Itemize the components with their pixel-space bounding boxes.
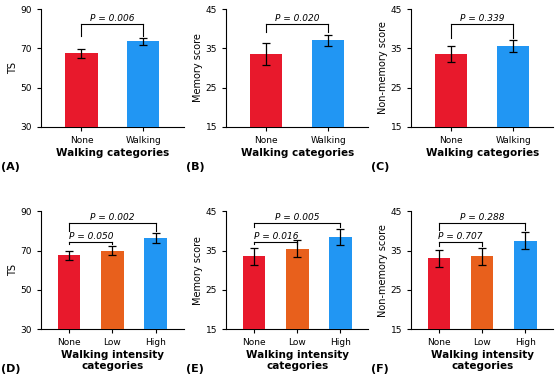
Bar <box>428 258 451 329</box>
Text: P = 0.288: P = 0.288 <box>460 213 505 222</box>
Text: (B): (B) <box>186 162 205 172</box>
Text: P = 0.002: P = 0.002 <box>90 213 135 222</box>
Y-axis label: Non-memory score: Non-memory score <box>378 224 388 316</box>
Text: (C): (C) <box>371 162 390 172</box>
Text: P = 0.005: P = 0.005 <box>275 213 320 222</box>
Bar <box>435 54 467 127</box>
Y-axis label: Memory score: Memory score <box>193 236 203 305</box>
Text: P = 0.020: P = 0.020 <box>275 14 320 23</box>
Bar <box>471 256 494 329</box>
Text: (D): (D) <box>1 364 21 374</box>
Text: (F): (F) <box>371 364 389 374</box>
Y-axis label: TS: TS <box>8 62 18 74</box>
X-axis label: Walking intensity
categories: Walking intensity categories <box>61 350 164 372</box>
Bar <box>514 241 537 329</box>
X-axis label: Walking categories: Walking categories <box>56 147 169 157</box>
Bar <box>144 238 167 329</box>
Y-axis label: Memory score: Memory score <box>193 33 203 102</box>
Text: (A): (A) <box>1 162 20 172</box>
X-axis label: Walking categories: Walking categories <box>241 147 354 157</box>
Text: P = 0.016: P = 0.016 <box>254 232 298 241</box>
Y-axis label: Non-memory score: Non-memory score <box>378 22 388 114</box>
Bar <box>127 42 159 127</box>
Text: (E): (E) <box>186 364 204 374</box>
X-axis label: Walking intensity
categories: Walking intensity categories <box>246 350 349 372</box>
Text: P = 0.707: P = 0.707 <box>438 232 483 241</box>
Bar <box>497 46 529 127</box>
Bar <box>286 249 309 329</box>
X-axis label: Walking categories: Walking categories <box>425 147 539 157</box>
Bar <box>101 251 124 329</box>
X-axis label: Walking intensity
categories: Walking intensity categories <box>431 350 534 372</box>
Bar <box>243 256 266 329</box>
Bar <box>329 237 352 329</box>
Bar <box>65 53 97 127</box>
Bar <box>312 40 344 127</box>
Text: P = 0.050: P = 0.050 <box>69 232 113 241</box>
Bar <box>250 54 282 127</box>
Y-axis label: TS: TS <box>8 264 18 276</box>
Text: P = 0.006: P = 0.006 <box>90 14 135 23</box>
Bar <box>58 255 80 329</box>
Text: P = 0.339: P = 0.339 <box>460 14 505 23</box>
